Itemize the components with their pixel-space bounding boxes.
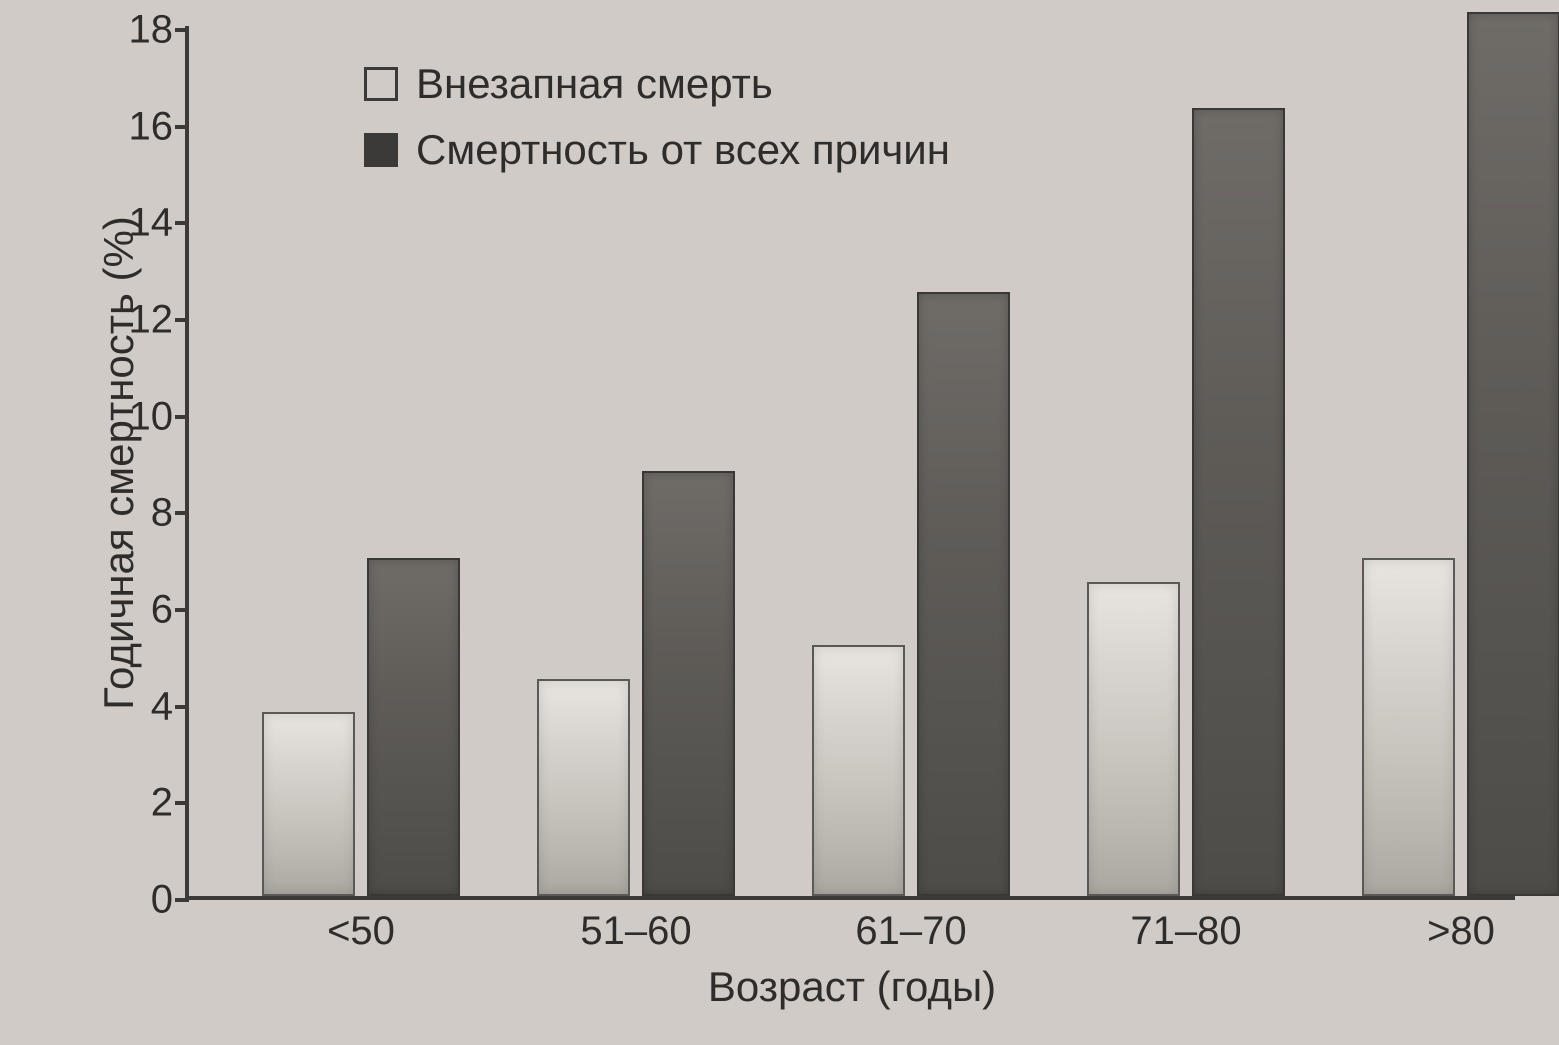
bar-sudden-death	[262, 712, 355, 896]
bar-all-cause	[1467, 12, 1559, 897]
y-tick-label: 6	[103, 588, 173, 633]
y-tick-label: 16	[103, 104, 173, 149]
legend-item-sudden-death: Внезапная смерть	[364, 60, 950, 108]
y-tick	[175, 511, 189, 515]
y-tick-label: 10	[103, 394, 173, 439]
bar-all-cause	[1192, 108, 1285, 896]
mortality-bar-chart: Годичная смертность (%) Возраст (годы) В…	[60, 20, 1519, 1025]
y-tick-label: 8	[103, 491, 173, 536]
x-tick-label: >80	[1427, 909, 1495, 954]
y-tick	[175, 125, 189, 129]
bar-all-cause	[642, 471, 735, 896]
y-tick	[175, 318, 189, 322]
plot-area: Годичная смертность (%) Возраст (годы) В…	[185, 30, 1515, 900]
y-axis-title: Годичная смертность (%)	[95, 216, 143, 710]
y-tick-label: 18	[103, 8, 173, 53]
x-tick-label: 51–60	[580, 909, 691, 954]
y-tick	[175, 28, 189, 32]
bar-sudden-death	[812, 645, 905, 896]
x-tick-label: 71–80	[1130, 909, 1241, 954]
bar-all-cause	[367, 558, 460, 896]
y-tick-label: 0	[103, 878, 173, 923]
legend-item-all-cause: Смертность от всех причин	[364, 126, 950, 174]
bar-all-cause	[917, 292, 1010, 896]
y-tick-label: 2	[103, 781, 173, 826]
bar-sudden-death	[1087, 582, 1180, 896]
filled-square-icon	[364, 133, 398, 167]
y-tick-label: 14	[103, 201, 173, 246]
y-tick	[175, 608, 189, 612]
y-tick	[175, 705, 189, 709]
bar-sudden-death	[1362, 558, 1455, 896]
x-tick-label: <50	[327, 909, 395, 954]
y-tick	[175, 801, 189, 805]
y-tick	[175, 898, 189, 902]
y-tick-label: 12	[103, 298, 173, 343]
legend-label: Смертность от всех причин	[416, 126, 950, 174]
open-square-icon	[364, 67, 398, 101]
x-axis-title: Возраст (годы)	[708, 963, 996, 1011]
y-tick-label: 4	[103, 684, 173, 729]
y-tick	[175, 415, 189, 419]
bar-sudden-death	[537, 679, 630, 897]
x-tick-label: 61–70	[855, 909, 966, 954]
legend-label: Внезапная смерть	[416, 60, 773, 108]
y-tick	[175, 221, 189, 225]
legend: Внезапная смерть Смертность от всех прич…	[364, 60, 950, 192]
